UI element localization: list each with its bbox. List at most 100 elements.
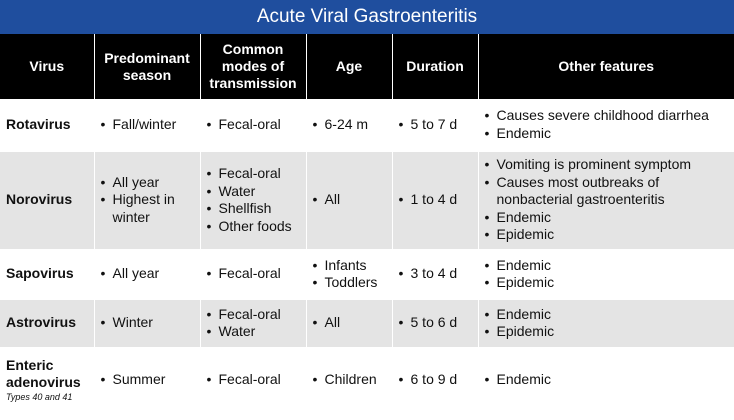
header-virus: Virus (0, 34, 94, 99)
list-item: 6-24 m (313, 116, 386, 134)
transmission-list: Fecal-oral (207, 371, 300, 389)
season-list: Winter (101, 314, 194, 332)
list-item: Children (313, 371, 386, 389)
age-list: InfantsToddlers (313, 257, 386, 292)
list-item: 1 to 4 d (399, 191, 472, 209)
list-item: Epidemic (485, 323, 729, 341)
list-item: Endemic (485, 257, 729, 275)
header-season: Predominant season (93, 34, 200, 99)
list-item: 5 to 6 d (399, 314, 472, 332)
season-cell: Winter (93, 299, 200, 347)
season-cell: Fall/winter (93, 99, 200, 151)
table-row: Sapovirus All year Fecal-oral InfantsToddle… (0, 249, 734, 299)
virus-name-cell: Astrovirus (0, 299, 94, 347)
list-item: All (313, 191, 386, 209)
list-item: 3 to 4 d (399, 265, 472, 283)
season-list: All year (101, 265, 194, 283)
transmission-cell: Fecal-oral (199, 347, 306, 412)
list-item: Fecal-oral (207, 265, 300, 283)
list-item: Endemic (485, 125, 729, 143)
list-item: Other foods (207, 218, 300, 236)
duration-list: 6 to 9 d (399, 371, 472, 389)
virus-name: Norovirus (6, 191, 73, 208)
list-item: Water (207, 183, 300, 201)
age-list: All (313, 314, 386, 332)
table-row: NorovirusAll yearHighest in winterFecal-… (0, 151, 734, 249)
table-row: Astrovirus Winter Fecal-oralWater All 5 to 6… (0, 299, 734, 347)
transmission-list: Fecal-oral (207, 116, 300, 134)
list-item: Vomiting is prominent symptom (485, 156, 729, 174)
age-list: Children (313, 371, 386, 389)
virus-name: Enteric adenovirus (6, 356, 81, 391)
features-list: Vomiting is prominent symptomCauses most… (485, 156, 729, 244)
virus-name: Sapovirus (6, 265, 74, 282)
list-item: All year (101, 174, 194, 192)
season-cell: All year (93, 249, 200, 299)
header-age: Age (305, 34, 392, 99)
list-item: Fall/winter (101, 116, 194, 134)
age-list: All (313, 191, 386, 209)
list-item: Fecal-oral (207, 371, 300, 389)
features-cell: EndemicEpidemic (477, 249, 734, 299)
features-cell: EndemicEpidemic (477, 299, 734, 347)
duration-list: 5 to 6 d (399, 314, 472, 332)
list-item: Endemic (485, 209, 729, 227)
features-cell: Endemic (477, 347, 734, 412)
list-item: Causes severe childhood diarrhea (485, 107, 729, 125)
duration-list: 5 to 7 d (399, 116, 472, 134)
duration-list: 1 to 4 d (399, 191, 472, 209)
duration-cell: 5 to 7 d (391, 99, 478, 151)
list-item: Causes most outbreaks of nonbacterial ga… (485, 174, 729, 209)
list-item: Fecal-oral (207, 165, 300, 183)
virus-name-cell: Sapovirus (0, 249, 94, 299)
header-duration: Duration (391, 34, 478, 99)
duration-cell: 6 to 9 d (391, 347, 478, 412)
age-cell: 6-24 m (305, 99, 392, 151)
list-item: All (313, 314, 386, 332)
transmission-list: Fecal-oralWaterShellfishOther foods (207, 165, 300, 235)
virus-name: Astrovirus (6, 314, 77, 331)
virus-name-cell: Norovirus (0, 151, 94, 249)
header-features: Other features (477, 34, 734, 99)
virus-table: Virus Predominant season Common modes of… (0, 34, 734, 413)
features-list: Endemic (485, 371, 729, 389)
list-item: Summer (101, 371, 194, 389)
age-cell: All (305, 299, 392, 347)
features-list: Causes severe childhood diarrheaEndemic (485, 107, 729, 142)
duration-list: 3 to 4 d (399, 265, 472, 283)
virus-name-cell: Rotavirus (0, 99, 94, 151)
list-item: 6 to 9 d (399, 371, 472, 389)
transmission-list: Fecal-oral (207, 265, 300, 283)
list-item: Winter (101, 314, 194, 332)
header-transmission: Common modes of transmission (199, 34, 306, 99)
transmission-list: Fecal-oralWater (207, 306, 300, 341)
list-item: 5 to 7 d (399, 116, 472, 134)
duration-cell: 5 to 6 d (391, 299, 478, 347)
season-list: Summer (101, 371, 194, 389)
transmission-cell: Fecal-oralWater (199, 299, 306, 347)
table-row: Rotavirus Fall/winter Fecal-oral 6-24 m 5 to… (0, 99, 734, 151)
list-item: Water (207, 323, 300, 341)
duration-cell: 3 to 4 d (391, 249, 478, 299)
features-list: EndemicEpidemic (485, 257, 729, 292)
season-cell: All yearHighest in winter (93, 151, 200, 249)
list-item: Highest in winter (101, 191, 194, 226)
age-cell: InfantsToddlers (305, 249, 392, 299)
list-item: Endemic (485, 306, 729, 324)
age-cell: Children (305, 347, 392, 412)
features-list: EndemicEpidemic (485, 306, 729, 341)
age-list: 6-24 m (313, 116, 386, 134)
virus-name-cell: Enteric adenovirus Types 40 and 41 (0, 347, 94, 412)
list-item: Fecal-oral (207, 306, 300, 324)
list-item: Shellfish (207, 200, 300, 218)
features-cell: Causes severe childhood diarrheaEndemic (477, 99, 734, 151)
transmission-cell: Fecal-oralWaterShellfishOther foods (199, 151, 306, 249)
table-title: Acute Viral Gastroenteritis (0, 0, 734, 34)
virus-name: Rotavirus (6, 116, 71, 132)
header-row: Virus Predominant season Common modes of… (0, 34, 734, 99)
transmission-cell: Fecal-oral (199, 99, 306, 151)
season-list: All yearHighest in winter (101, 174, 194, 227)
age-cell: All (305, 151, 392, 249)
list-item: Endemic (485, 371, 729, 389)
